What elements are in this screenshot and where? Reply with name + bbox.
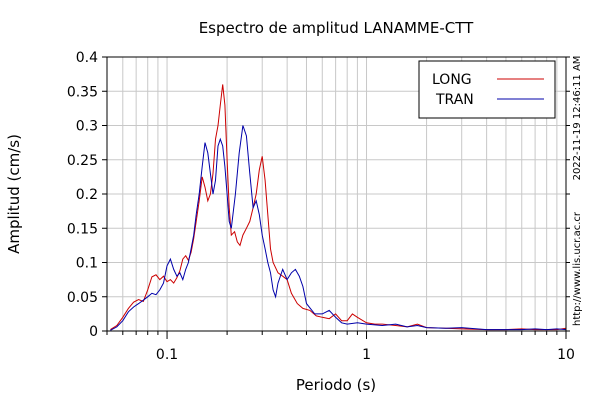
legend: LONG TRAN bbox=[418, 60, 556, 119]
y-tick-label: 0.15 bbox=[67, 221, 98, 237]
x-axis-label: Periodo (s) bbox=[296, 376, 376, 394]
y-tick-label: 0.35 bbox=[67, 84, 98, 100]
legend-label-tran: TRAN bbox=[435, 92, 474, 108]
timestamp-side-text: 2022-11-19 12:46:11 AM bbox=[572, 56, 583, 181]
axis-ticks: 0 0.05 0.1 0.15 0.2 0.25 0.3 0.35 0.4 0.1 1 10 bbox=[67, 50, 575, 363]
y-tick-label: 0.1 bbox=[76, 256, 98, 272]
legend-label-long: LONG bbox=[432, 72, 472, 88]
series-line-long bbox=[110, 84, 567, 331]
y-axis-label: Amplitud (cm/s) bbox=[5, 134, 23, 254]
y-tick-label: 0.05 bbox=[67, 290, 98, 306]
series-layer bbox=[110, 84, 567, 331]
y-tick-label: 0.2 bbox=[76, 187, 98, 203]
series-line-tran bbox=[110, 125, 567, 331]
x-tick-label: 0.1 bbox=[156, 347, 178, 363]
url-side-text: http://www.lis.ucr.ac.cr bbox=[572, 211, 583, 326]
y-tick-label: 0.3 bbox=[76, 119, 98, 135]
legend-box bbox=[418, 60, 556, 119]
chart-title: Espectro de amplitud LANAMME-CTT bbox=[199, 19, 474, 37]
x-tick-label: 10 bbox=[557, 347, 575, 363]
x-tick-label: 1 bbox=[362, 347, 371, 363]
y-tick-label: 0.25 bbox=[67, 153, 98, 169]
y-tick-label: 0 bbox=[89, 324, 98, 340]
grid-lines bbox=[106, 56, 566, 332]
y-tick-label: 0.4 bbox=[76, 50, 98, 66]
